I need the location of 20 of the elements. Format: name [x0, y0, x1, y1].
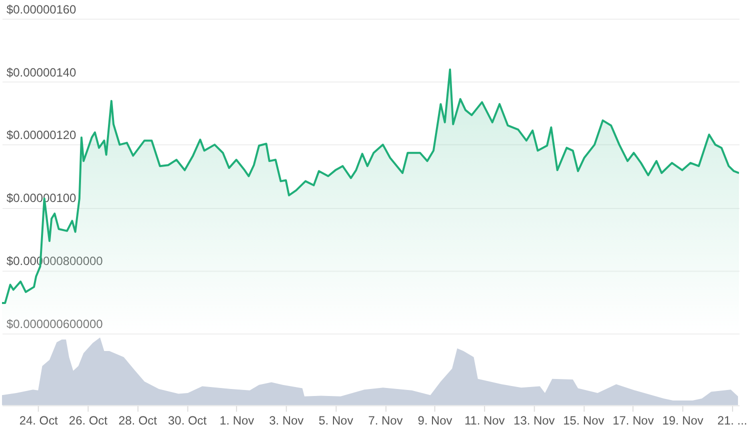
- x-tick-label: 9. Nov: [418, 414, 452, 428]
- x-tick-label: 3. Nov: [269, 414, 304, 428]
- x-tick-label: 13. Nov: [514, 414, 555, 428]
- x-tick-label: 11. Nov: [464, 414, 505, 428]
- y-tick-label: $0.00000140: [6, 65, 77, 80]
- x-tick-label: 26. Oct: [68, 414, 108, 428]
- x-tick-label: 19. Nov: [662, 414, 704, 428]
- y-tick-label: $0.00000100: [6, 191, 77, 206]
- x-tick-label: 30. Oct: [168, 414, 208, 428]
- y-tick-label: $0.00000120: [6, 128, 77, 142]
- x-tick-label: 21. ...: [717, 414, 748, 428]
- y-tick-label: $0.000000600000: [6, 317, 104, 332]
- x-tick-label: 5. Nov: [318, 414, 354, 428]
- x-tick-label: 15. Nov: [563, 414, 604, 428]
- x-tick-label: 17. Nov: [612, 414, 654, 428]
- x-tick-label: 7. Nov: [368, 414, 403, 428]
- y-tick-label: $0.00000160: [6, 2, 77, 16]
- x-tick-label: 24. Oct: [19, 414, 59, 428]
- x-tick-label: 1. Nov: [220, 414, 254, 428]
- x-tick-label: 28. Oct: [118, 414, 158, 428]
